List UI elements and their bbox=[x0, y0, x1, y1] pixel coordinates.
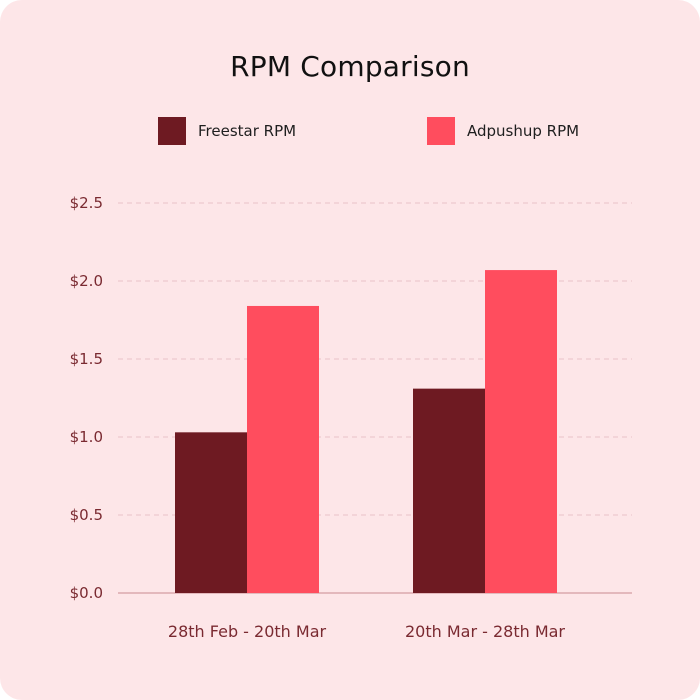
x-category-label: 20th Mar - 28th Mar bbox=[405, 622, 565, 641]
bar-freestar-1 bbox=[413, 388, 485, 593]
legend-label-adpushup: Adpushup RPM bbox=[467, 122, 580, 140]
bar-freestar-0 bbox=[175, 432, 247, 593]
y-tick-label: $1.5 bbox=[70, 350, 103, 368]
legend-label-freestar: Freestar RPM bbox=[198, 122, 297, 140]
bar-adpushup-0 bbox=[247, 305, 319, 593]
bar-adpushup-1 bbox=[485, 270, 557, 593]
y-tick-label: $0.0 bbox=[70, 584, 103, 602]
y-tick-label: $2.0 bbox=[70, 272, 103, 290]
y-tick-label: $2.5 bbox=[70, 194, 103, 212]
legend-item-adpushup: Adpushup RPM bbox=[427, 117, 579, 145]
legend-item-freestar: Freestar RPM bbox=[158, 117, 296, 145]
x-category-label: 28th Feb - 20th Mar bbox=[168, 622, 327, 641]
legend-swatch-freestar bbox=[158, 117, 186, 145]
y-tick-label: $1.0 bbox=[70, 428, 103, 446]
legend-swatch-adpushup bbox=[427, 117, 455, 145]
chart-title: RPM Comparison bbox=[230, 50, 470, 83]
y-tick-label: $0.5 bbox=[70, 506, 103, 524]
